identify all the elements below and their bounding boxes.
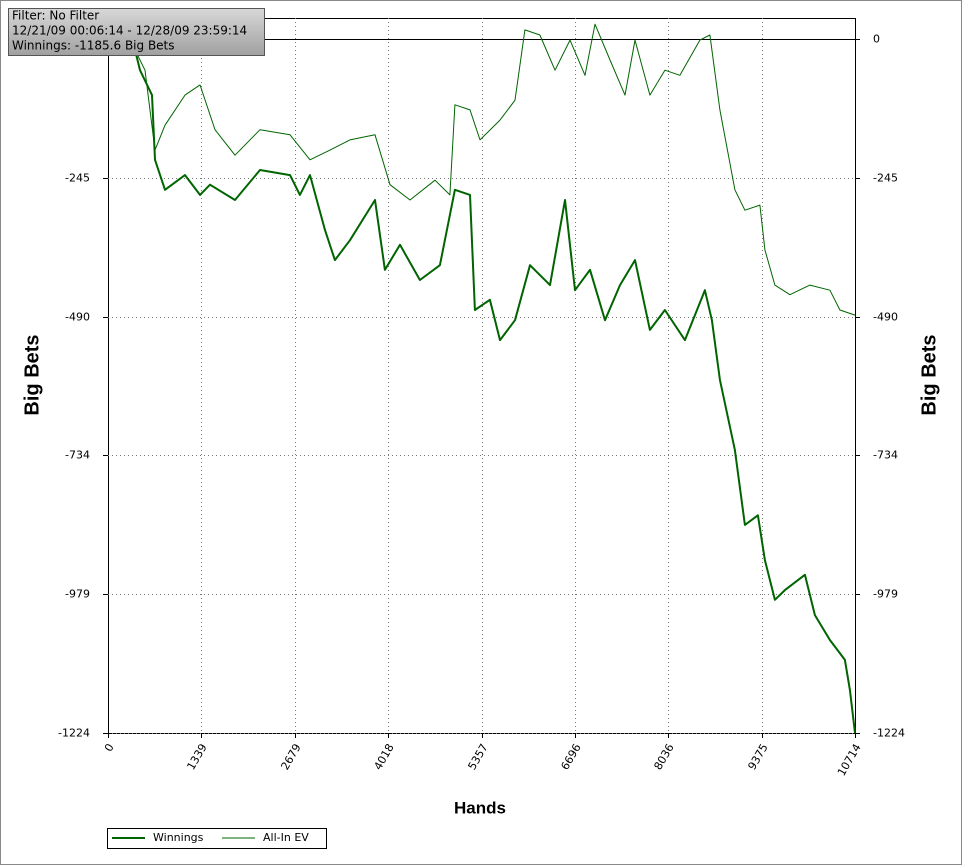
y-tick-label: -1224 — [58, 727, 90, 740]
legend-box — [107, 828, 327, 849]
y-tick-label-right: -1224 — [873, 727, 905, 740]
info-box-bg — [8, 8, 265, 56]
series-line — [107, 38, 856, 734]
info-box: Filter: No Filter 12/21/09 00:06:14 - 12… — [8, 8, 265, 56]
y-axis-title-right: Big Bets — [918, 334, 940, 415]
y-tick-label-right: -979 — [873, 588, 898, 601]
info-line: Filter: No Filter — [12, 9, 99, 23]
y-tick-label-right: -490 — [873, 311, 898, 324]
legend-label: Winnings — [153, 831, 204, 844]
y-axis-title: Big Bets — [21, 334, 43, 415]
series-line — [107, 23, 856, 316]
legend-label: All-In EV — [263, 831, 309, 844]
info-line: Winnings: -1185.6 Big Bets — [12, 39, 175, 53]
info-line: 12/21/09 00:06:14 - 12/28/09 23:59:14 — [12, 24, 247, 38]
y-tick-label: -979 — [65, 588, 90, 601]
y-tick-label-right: -734 — [873, 449, 898, 462]
y-tick-label-right: 0 — [873, 33, 880, 46]
y-tick-label: -245 — [65, 172, 90, 185]
y-tick-label-right: -245 — [873, 172, 898, 185]
legend: Winnings All-In EV — [107, 828, 327, 849]
y-tick-label: -490 — [65, 311, 90, 324]
plot-area: -1224 -1224 -979 -979 -734 -734 -490 -490 -245 -2… — [58, 18, 905, 778]
y-tick-label: -734 — [65, 449, 90, 462]
x-axis-title: Hands — [454, 798, 506, 817]
